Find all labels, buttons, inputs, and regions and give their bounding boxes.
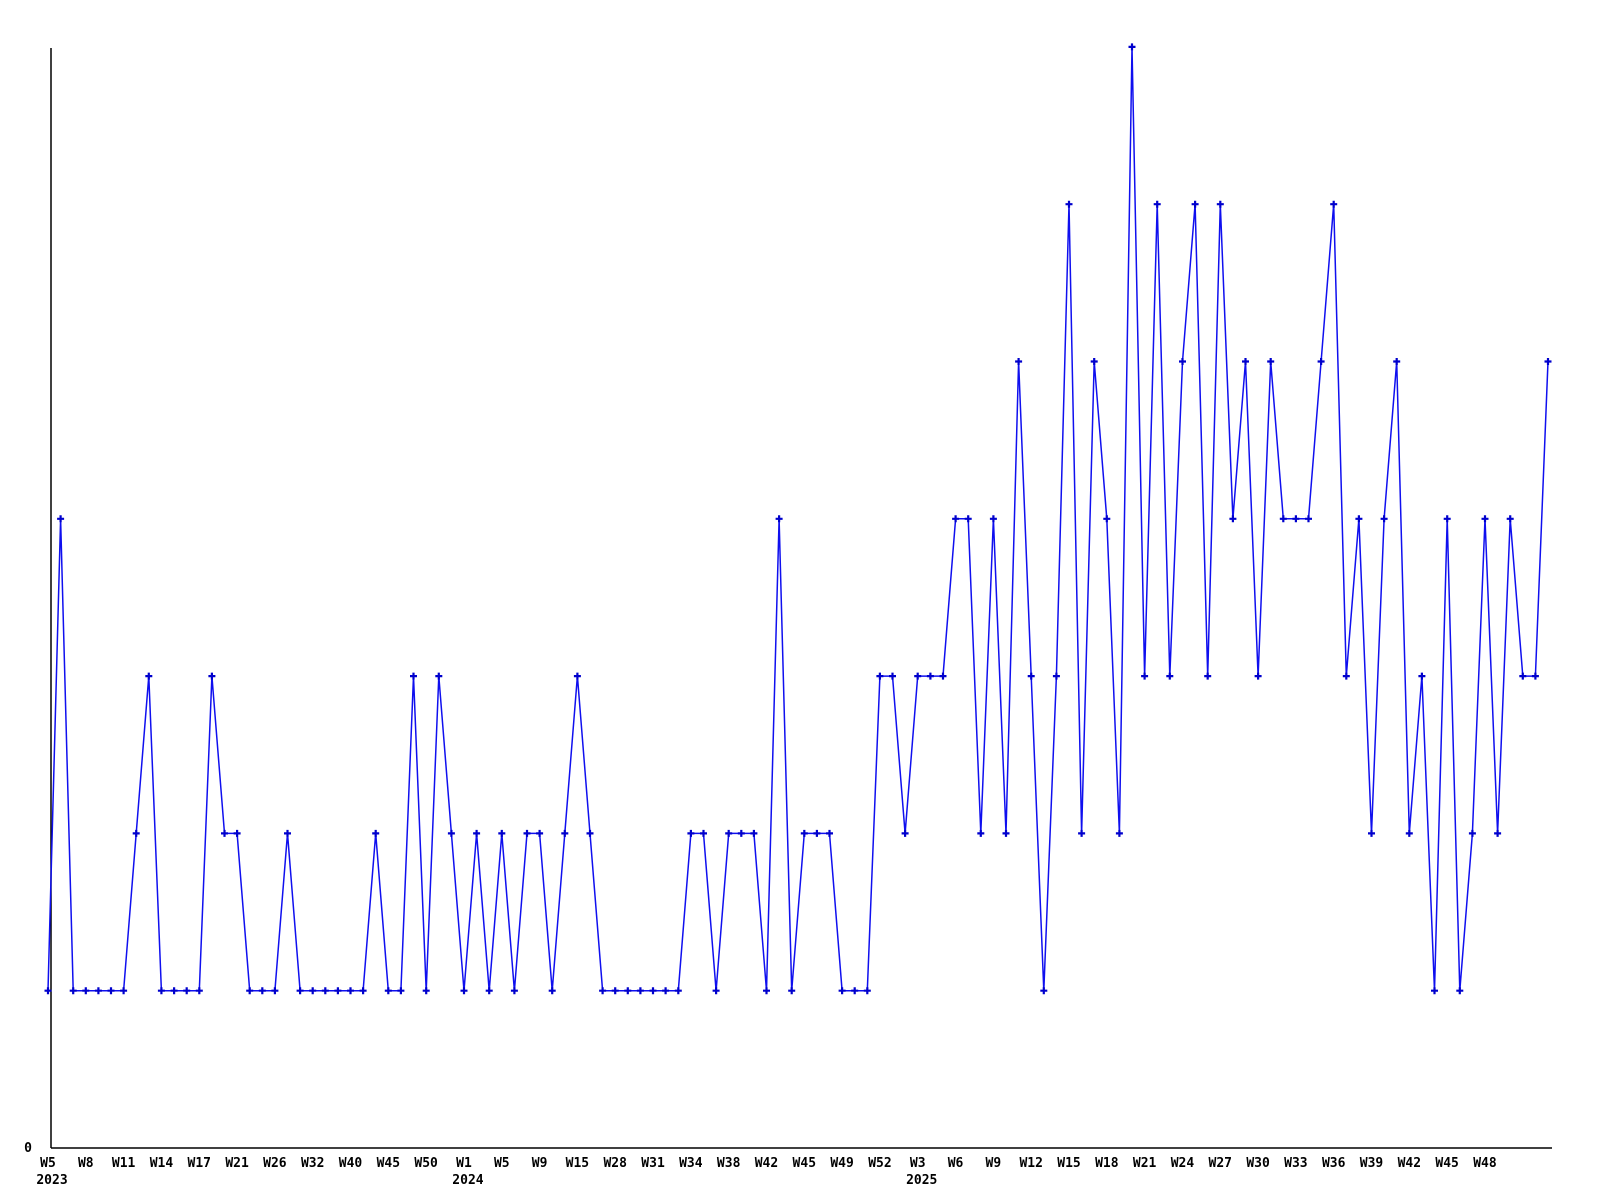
x-tick-label-week: W11 [112,1156,136,1171]
x-tick-label-week: W31 [641,1156,665,1171]
x-tick-label-week: W17 [188,1156,211,1171]
x-tick-label-week: W15 [566,1156,589,1171]
x-tick-label-week: W52 [868,1156,891,1171]
x-tick-label-year: 2024 [452,1173,483,1188]
x-tick-label-week: W12 [1019,1156,1042,1171]
x-tick-label-week: W49 [830,1156,853,1171]
x-tick-label-week: W45 [1435,1156,1458,1171]
x-tick-label-week: W38 [717,1156,741,1171]
x-tick-label-week: W3 [910,1156,926,1171]
x-tick-label-week: W28 [603,1156,627,1171]
x-tick-label-week: W42 [755,1156,778,1171]
x-tick-label-week: W40 [339,1156,363,1171]
x-tick-label-week: W39 [1360,1156,1383,1171]
x-tick-label-week: W5 [494,1156,510,1171]
x-tick-label-week: W5 [40,1156,56,1171]
x-tick-label-week: W50 [414,1156,438,1171]
x-tick-label-year: 2025 [906,1173,937,1188]
x-tick-label-week: W48 [1473,1156,1497,1171]
x-tick-label-week: W18 [1095,1156,1119,1171]
x-tick-label-week: W8 [78,1156,94,1171]
x-tick-label-week: W45 [377,1156,400,1171]
x-tick-label-week: W6 [948,1156,964,1171]
x-tick-label-week: W32 [301,1156,324,1171]
data-polyline [47,46,1549,992]
x-tick-label-week: W15 [1057,1156,1080,1171]
x-tick-label-week: W42 [1398,1156,1421,1171]
x-tick-label-year: 2023 [36,1173,67,1188]
data-point-markers [44,43,1552,995]
x-tick-label-week: W1 [456,1156,472,1171]
x-tick-label-week: W30 [1246,1156,1270,1171]
x-tick-label-week: W34 [679,1156,703,1171]
x-tick-label-week: W26 [263,1156,287,1171]
x-tick-label-week: W45 [793,1156,816,1171]
y-tick-label-0: 0 [24,1141,32,1156]
x-tick-label-week: W21 [1133,1156,1157,1171]
x-tick-label-week: W9 [532,1156,548,1171]
x-tick-label-week: W21 [225,1156,249,1171]
x-tick-label-week: W36 [1322,1156,1346,1171]
x-tick-label-week: W14 [150,1156,174,1171]
x-tick-label-week: W9 [986,1156,1002,1171]
x-tick-label-week: W27 [1209,1156,1232,1171]
x-tick-label-week: W33 [1284,1156,1307,1171]
x-tick-label-week: W24 [1171,1156,1195,1171]
